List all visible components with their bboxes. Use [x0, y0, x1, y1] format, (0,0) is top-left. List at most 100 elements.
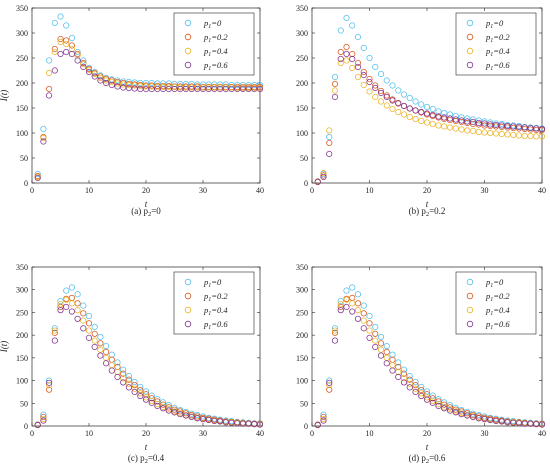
legend-marker	[184, 19, 192, 27]
data-point	[57, 35, 64, 43]
data-point	[154, 401, 161, 408]
data-point	[360, 81, 367, 89]
data-point	[510, 123, 517, 130]
data-point	[108, 367, 115, 374]
data-point	[395, 359, 402, 366]
data-point	[441, 109, 448, 117]
data-point	[57, 297, 64, 305]
data-point	[406, 384, 413, 391]
data-point	[441, 115, 448, 123]
data-point	[452, 406, 459, 413]
data-point	[205, 417, 212, 424]
data-point	[74, 48, 81, 56]
data-point	[40, 417, 47, 424]
legend-marker	[184, 320, 192, 328]
data-point	[372, 63, 379, 71]
data-point	[142, 394, 150, 401]
data-point	[423, 119, 431, 126]
y-tick-label: 250	[16, 308, 28, 317]
data-point	[97, 333, 104, 341]
data-point	[366, 312, 373, 320]
data-point	[343, 57, 350, 64]
x-tick-label: 10	[366, 429, 374, 438]
data-point	[142, 388, 150, 395]
data-point	[57, 13, 64, 20]
y-tick-label: 300	[296, 29, 308, 38]
data-point	[469, 120, 477, 128]
y-tick-label: 200	[296, 79, 308, 88]
data-point	[521, 125, 528, 133]
data-point	[337, 55, 344, 63]
data-point	[429, 397, 436, 405]
data-point	[458, 117, 465, 124]
data-point	[504, 122, 511, 130]
data-point	[446, 115, 454, 122]
data-point	[441, 399, 448, 406]
data-point	[510, 131, 517, 139]
y-tick-label: 200	[16, 331, 28, 340]
data-point	[377, 89, 385, 97]
data-point	[68, 294, 75, 301]
data-point	[74, 307, 81, 314]
data-point	[74, 57, 81, 64]
data-point	[406, 113, 413, 121]
data-point	[395, 373, 402, 381]
data-point	[51, 19, 58, 27]
data-point	[343, 287, 350, 294]
data-point	[40, 125, 47, 133]
data-point	[91, 323, 98, 331]
legend-entry: p1=0.4	[485, 46, 510, 58]
data-point	[498, 130, 505, 138]
data-point	[435, 401, 442, 408]
data-point	[349, 22, 356, 29]
data-point	[533, 125, 540, 132]
legend-box	[455, 271, 537, 335]
data-point	[34, 174, 41, 182]
data-point	[337, 301, 344, 308]
data-point	[331, 329, 339, 336]
data-point	[423, 110, 431, 117]
data-point	[337, 27, 344, 34]
data-point	[469, 118, 477, 126]
data-point	[452, 404, 459, 411]
data-point	[412, 98, 419, 105]
data-point	[360, 68, 367, 76]
data-point	[349, 300, 356, 307]
data-point	[412, 378, 419, 386]
data-point	[429, 105, 436, 113]
panel-caption: (b) p2=0.2	[409, 206, 446, 218]
legend-box	[173, 12, 255, 76]
y-tick-label: 350	[296, 4, 308, 13]
data-point	[423, 103, 431, 111]
data-point	[125, 380, 132, 387]
data-point	[418, 392, 425, 400]
y-tick-label: 50	[300, 399, 308, 408]
data-point	[510, 419, 517, 426]
data-point	[406, 372, 413, 380]
data-point	[372, 84, 379, 92]
data-point	[97, 346, 104, 353]
y-tick-label: 0	[24, 179, 28, 188]
y-tick-label: 300	[296, 286, 308, 295]
data-point	[256, 421, 264, 428]
data-point	[80, 325, 87, 332]
data-point	[57, 307, 64, 314]
data-point	[464, 127, 471, 134]
data-point	[412, 107, 419, 114]
data-point	[148, 399, 155, 406]
series-2	[314, 43, 546, 185]
data-point	[354, 291, 362, 298]
legend-marker	[184, 61, 192, 69]
legend-marker	[184, 306, 192, 314]
y-tick-label: 250	[296, 54, 308, 63]
data-point	[63, 287, 70, 294]
data-point	[80, 63, 87, 71]
data-point	[498, 418, 505, 425]
chart-panel-3: 0 10 20 30 40050100150200250300350tI(t)p1=0p…	[0, 263, 264, 465]
legend-marker	[466, 19, 474, 27]
data-point	[395, 363, 402, 371]
y-tick-label: 300	[16, 29, 28, 38]
data-point	[256, 81, 264, 89]
data-point	[475, 119, 482, 127]
data-point	[360, 325, 367, 332]
